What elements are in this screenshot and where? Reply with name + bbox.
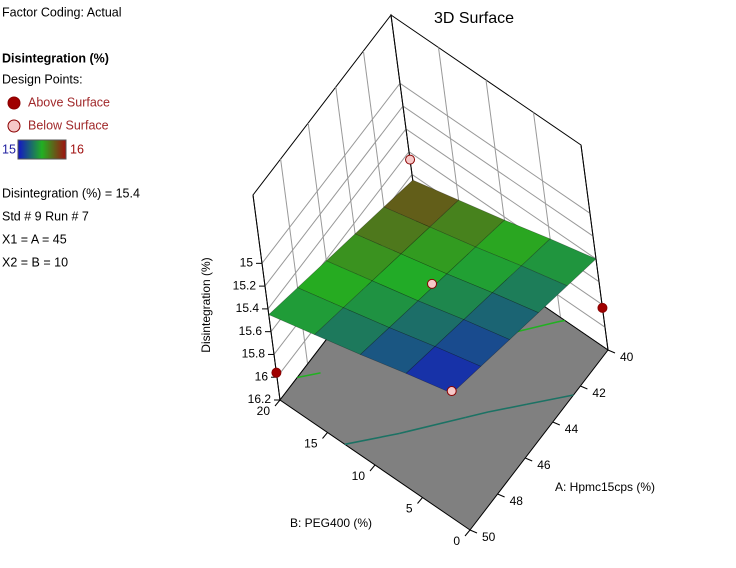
- y-tick-label: 15: [304, 437, 318, 451]
- y-tick-label: 20: [257, 404, 271, 418]
- colorscale-bar: [17, 139, 67, 160]
- z-tick-label: 15: [240, 256, 254, 270]
- y-tick: [417, 497, 423, 504]
- design-point: [597, 302, 608, 313]
- z-tick-label: 15.4: [236, 301, 260, 315]
- floor-contour: [465, 411, 489, 419]
- surface-patch: [359, 327, 436, 374]
- legend-label: Below Surface: [28, 118, 109, 132]
- y-tick-label: 0: [453, 534, 460, 548]
- floor-contour: [487, 403, 528, 413]
- legend-label: Above Surface: [28, 95, 110, 109]
- axis-edge: [252, 194, 281, 401]
- axis-edge: [580, 144, 609, 351]
- colorscale-min: 15: [2, 142, 16, 156]
- legend-marker: [7, 119, 21, 133]
- x-tick: [552, 421, 560, 426]
- legend-marker: [7, 96, 21, 110]
- surface-patch: [314, 307, 390, 355]
- floor-contour: [344, 432, 400, 446]
- z-tick-label: 15.8: [242, 347, 266, 361]
- y-tick: [464, 529, 471, 537]
- floor-contour: [406, 416, 467, 433]
- design-point: [405, 154, 416, 165]
- x-axis-label: A: Hpmc15cps (%): [555, 480, 655, 494]
- x-tick: [525, 457, 533, 462]
- design-points-label: Design Points:: [2, 72, 83, 86]
- factor-coding: Factor Coding: Actual: [2, 5, 122, 19]
- colorscale-max: 16: [70, 142, 84, 156]
- y-tick: [322, 432, 328, 439]
- x-tick-label: 46: [537, 458, 551, 472]
- x-tick-label: 42: [592, 386, 606, 400]
- response-name: Disintegration (%): [2, 51, 109, 65]
- x-tick-label: 50: [482, 530, 496, 544]
- floor-contour: [297, 372, 321, 379]
- info-line: Std # 9 Run # 7: [2, 209, 89, 223]
- x-tick: [580, 385, 588, 390]
- info-line: Disintegration (%) = 15.4: [2, 186, 140, 200]
- z-axis-label: Disintegration (%): [199, 257, 213, 352]
- x-tick: [497, 493, 505, 498]
- floor-contour: [398, 430, 407, 435]
- z-tick-label: 15.2: [233, 278, 257, 292]
- info-line: X2 = B = 10: [2, 255, 68, 269]
- chart-title: 3D Surface: [434, 10, 514, 27]
- z-tick-label: 16.2: [248, 392, 272, 406]
- y-tick: [369, 464, 376, 472]
- z-tick-label: 15.6: [239, 324, 263, 338]
- floor-contour: [526, 394, 574, 406]
- surface-patch: [405, 346, 482, 394]
- y-axis-label: B: PEG400 (%): [290, 516, 372, 530]
- y-tick: [274, 399, 281, 407]
- design-point: [446, 386, 457, 397]
- x-tick: [607, 349, 616, 354]
- grid-line: [280, 158, 309, 365]
- design-point: [427, 278, 437, 289]
- z-tick-label: 16: [255, 369, 269, 383]
- y-tick-label: 10: [352, 469, 366, 483]
- floor-contour: [556, 319, 565, 323]
- x-tick: [469, 529, 478, 534]
- info-line: X1 = A = 45: [2, 232, 67, 246]
- y-tick-label: 5: [406, 502, 413, 516]
- x-tick-label: 44: [565, 422, 579, 436]
- design-point: [271, 367, 282, 378]
- x-tick-label: 40: [620, 350, 634, 364]
- x-tick-label: 48: [510, 494, 524, 508]
